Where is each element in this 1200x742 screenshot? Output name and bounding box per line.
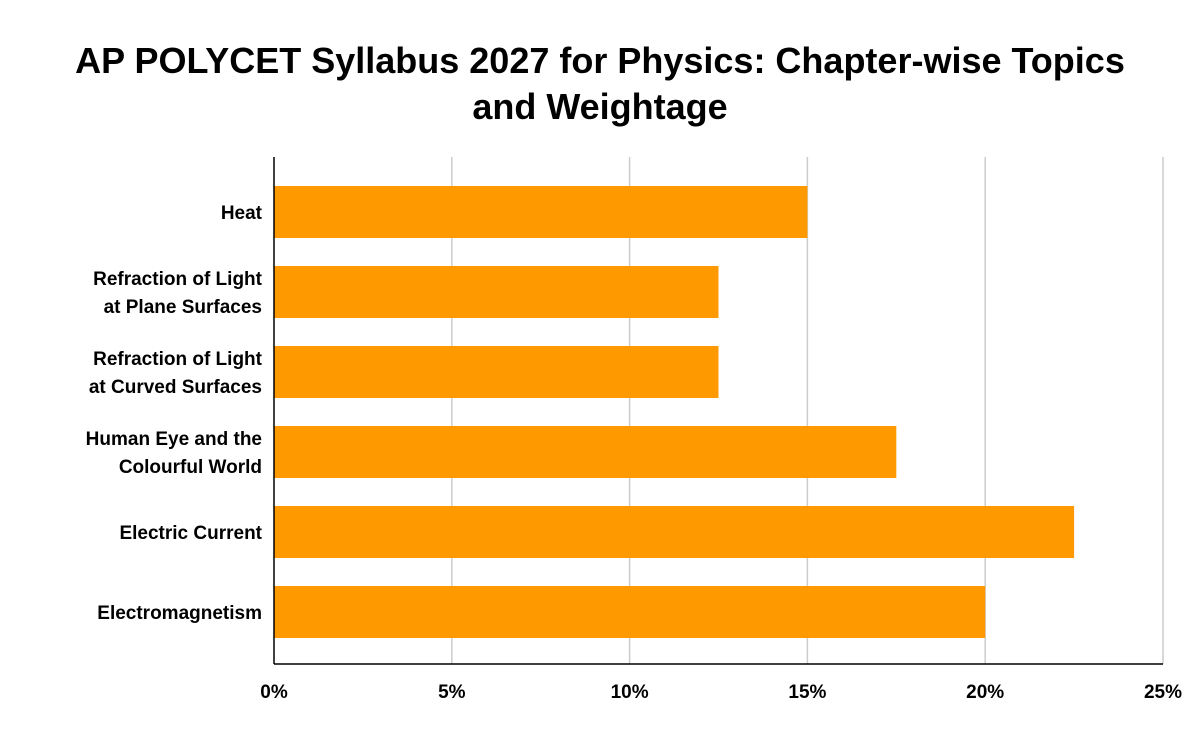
x-tick-label: 5% bbox=[438, 682, 466, 703]
x-tick-label: 20% bbox=[966, 682, 1004, 703]
chart-title: AP POLYCET Syllabus 2027 for Physics: Ch… bbox=[75, 40, 1125, 127]
x-tick-label: 0% bbox=[260, 682, 288, 703]
bar bbox=[274, 586, 986, 638]
x-tick-labels: 0% 5% 10% 15% 20% 25% bbox=[260, 682, 1182, 703]
category-label: Heat bbox=[221, 203, 263, 224]
x-tick-label: 25% bbox=[1144, 682, 1182, 703]
category-label-line: at Plane Surfaces bbox=[104, 297, 262, 318]
bar bbox=[274, 186, 808, 238]
category-label: Refraction of Light at Curved Surfaces bbox=[89, 349, 263, 398]
category-label-line: Refraction of Light bbox=[93, 349, 263, 370]
category-label-line: Human Eye and the bbox=[86, 429, 262, 450]
axes bbox=[273, 157, 1163, 665]
bars bbox=[274, 186, 1075, 638]
bar bbox=[274, 266, 719, 318]
x-tick-label: 15% bbox=[788, 682, 826, 703]
chart-title-wrap: AP POLYCET Syllabus 2027 for Physics: Ch… bbox=[0, 38, 1200, 130]
bar bbox=[274, 346, 719, 398]
category-label: Refraction of Light at Plane Surfaces bbox=[93, 269, 263, 318]
category-label-line: Electromagnetism bbox=[97, 603, 262, 624]
category-label-line: Electric Current bbox=[119, 523, 262, 544]
category-label: Electric Current bbox=[119, 523, 262, 544]
x-tick-label: 10% bbox=[611, 682, 649, 703]
category-label-line: at Curved Surfaces bbox=[89, 377, 262, 398]
category-label: Electromagnetism bbox=[97, 603, 262, 624]
bar bbox=[274, 426, 897, 478]
category-label-line: Heat bbox=[221, 203, 263, 224]
category-labels: Heat Refraction of Light at Plane Surfaces… bbox=[86, 203, 263, 624]
category-label-line: Refraction of Light bbox=[93, 269, 263, 290]
gridlines bbox=[451, 157, 1164, 664]
category-label: Human Eye and the Colourful World bbox=[86, 429, 262, 478]
bar bbox=[274, 506, 1075, 558]
category-label-line: Colourful World bbox=[119, 457, 262, 478]
